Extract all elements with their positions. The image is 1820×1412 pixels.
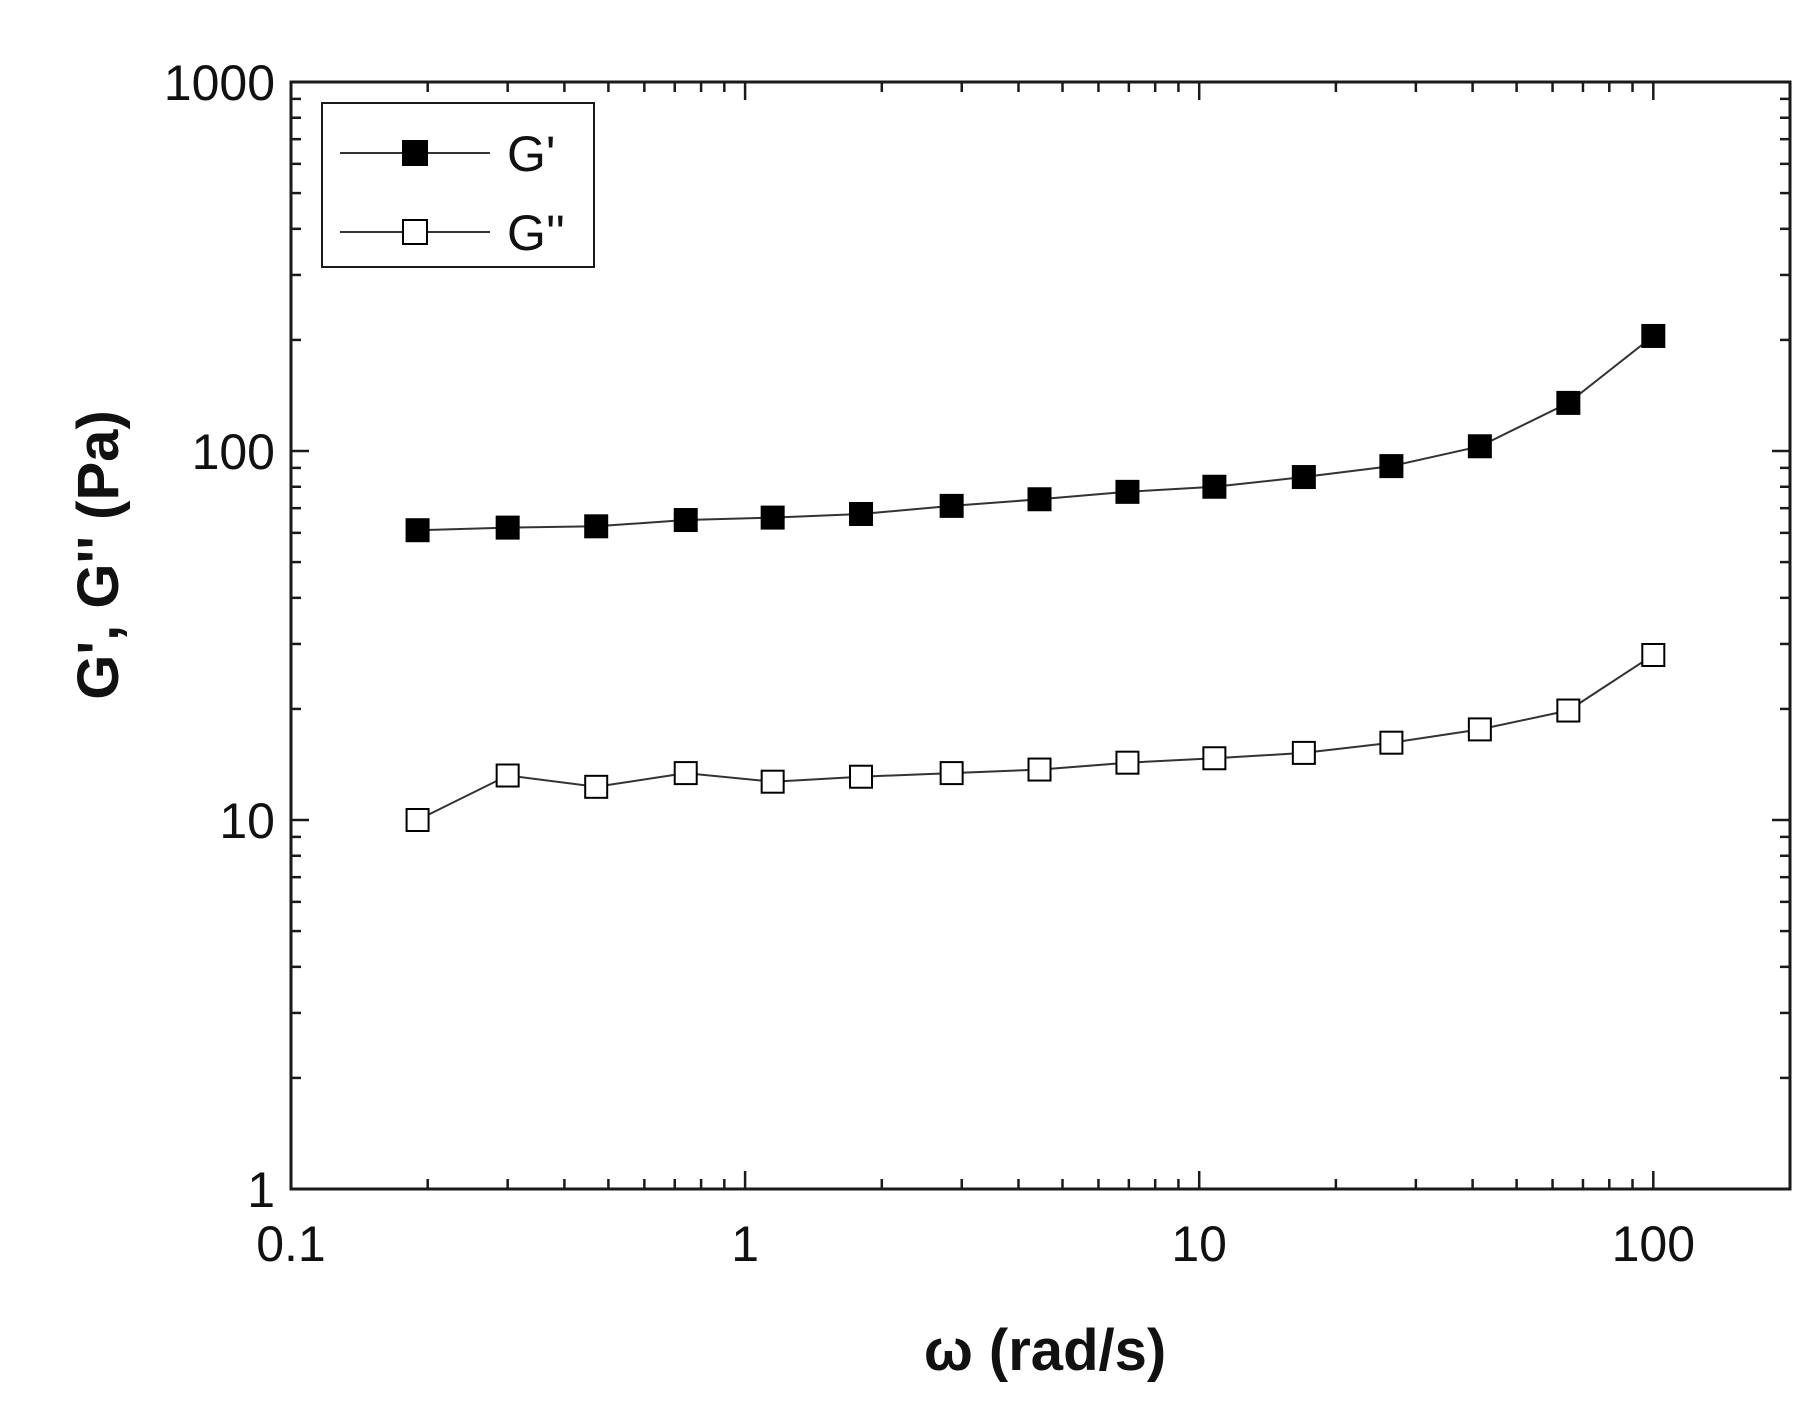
data-point-g-prime [1202,474,1227,499]
data-point-g-double-prime [1641,642,1666,667]
data-point-g-double-prime [1202,746,1227,771]
plot-frame [289,80,1792,1191]
data-point-g-prime [1115,479,1140,504]
legend-label-g-prime: G' [507,126,555,182]
y-tick-label: 100 [192,424,275,480]
data-point-g-prime [584,514,609,539]
y-tick-label: 10 [219,793,275,849]
legend-marker-g-double-prime [402,219,428,245]
data-point-g-double-prime [1379,730,1404,755]
data-layer [405,323,1666,832]
y-axis-title: G', G'' (Pa) [66,410,131,700]
data-point-g-prime [1467,434,1492,459]
data-point-g-double-prime [849,764,874,789]
legend-box [321,102,595,268]
data-point-g-prime [760,505,785,530]
data-point-g-double-prime [1115,750,1140,775]
data-point-g-prime [673,508,698,533]
data-point-g-prime [1556,390,1581,415]
data-point-g-prime [495,515,520,540]
y-tick-label: 1000 [164,55,275,111]
data-point-g-prime [1291,465,1316,490]
legend-label-g-double-prime: G'' [507,205,565,261]
x-tick-label: 0.1 [256,1216,326,1272]
legend: G' G'' [321,102,595,268]
data-point-g-double-prime [405,808,430,832]
data-point-g-double-prime [760,769,785,794]
y-tick-label: 1 [247,1162,275,1218]
data-point-g-prime [1641,323,1666,348]
x-tick-label: 10 [1171,1216,1227,1272]
data-point-g-prime [405,518,430,543]
data-point-g-prime [1027,487,1052,512]
data-point-g-double-prime [1291,740,1316,765]
data-point-g-double-prime [673,761,698,786]
data-point-g-double-prime [1467,717,1492,742]
x-tick-label: 100 [1612,1216,1695,1272]
data-point-g-double-prime [1556,698,1581,723]
x-tick-label: 1 [731,1216,759,1272]
data-point-g-prime [939,493,964,518]
data-point-g-double-prime [584,774,609,799]
data-point-g-prime [1379,454,1404,479]
data-point-g-double-prime [1027,757,1052,782]
data-point-g-prime [849,501,874,526]
x-axis-title: ω (rad/s) [924,1318,1166,1383]
data-point-g-double-prime [495,763,520,788]
legend-marker-g-prime [402,140,428,166]
data-point-g-double-prime [939,761,964,786]
